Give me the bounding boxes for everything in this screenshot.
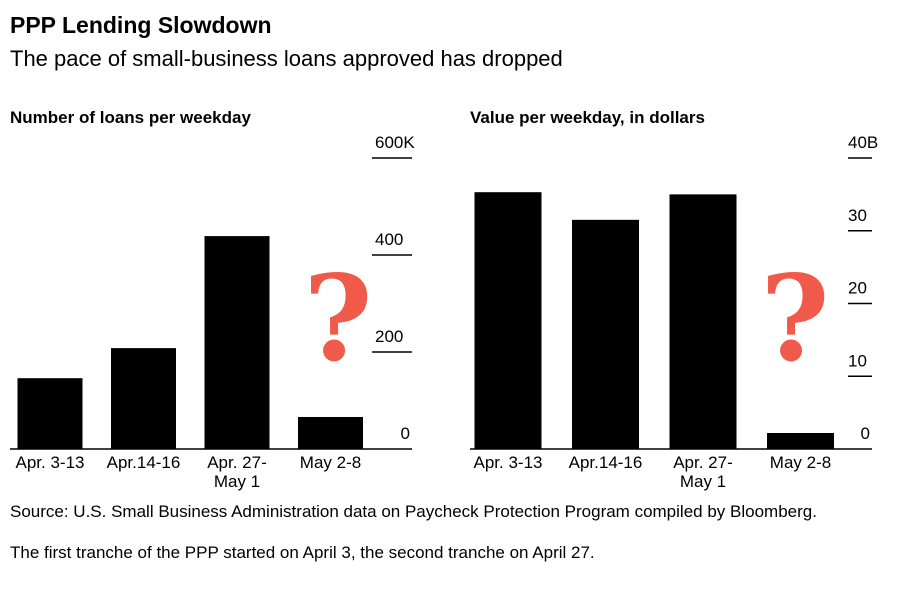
x-tick-label: Apr.14-16 bbox=[568, 453, 643, 472]
y-tick-label: 0 bbox=[401, 424, 410, 443]
bar bbox=[767, 432, 834, 449]
bar bbox=[298, 416, 363, 449]
bar bbox=[111, 348, 176, 449]
note: The first tranche of the PPP started on … bbox=[10, 543, 595, 562]
bar bbox=[474, 192, 542, 449]
y-tick-label: 20 bbox=[848, 279, 867, 298]
x-tick-label: May 2-8 bbox=[299, 453, 362, 472]
bar bbox=[572, 219, 639, 449]
y-tick-label: 0 bbox=[861, 424, 870, 443]
bar bbox=[669, 194, 737, 449]
title: PPP Lending Slowdown bbox=[10, 12, 272, 38]
annotation: ? bbox=[760, 249, 829, 388]
x-tick-label: Apr.14-16 bbox=[106, 453, 181, 472]
y-tick-label: 10 bbox=[848, 351, 867, 370]
y-tick-label: 400 bbox=[375, 230, 403, 249]
x-tick-label: May 2-8 bbox=[769, 453, 832, 472]
y-tick-label: 600K bbox=[375, 133, 415, 152]
y-tick-label: 40B bbox=[848, 133, 878, 152]
x-tick-label: Apr. 3-13 bbox=[473, 453, 543, 472]
x-tick-label: Apr. 3-13 bbox=[15, 453, 85, 472]
y-tick-label: 200 bbox=[375, 327, 403, 346]
source: Source: U.S. Small Business Administrati… bbox=[10, 502, 817, 521]
bar bbox=[17, 378, 83, 449]
x-tick-label: Apr. 27-May 1 bbox=[207, 453, 267, 491]
bar bbox=[204, 236, 270, 449]
panel-title: Number of loans per weekday bbox=[10, 108, 251, 127]
annotation: ? bbox=[303, 249, 372, 388]
panel-title: Value per weekday, in dollars bbox=[470, 108, 705, 127]
x-tick-label: Apr. 27-May 1 bbox=[673, 453, 733, 491]
subtitle: The pace of small-business loans approve… bbox=[10, 46, 563, 71]
y-tick-label: 30 bbox=[848, 206, 867, 225]
